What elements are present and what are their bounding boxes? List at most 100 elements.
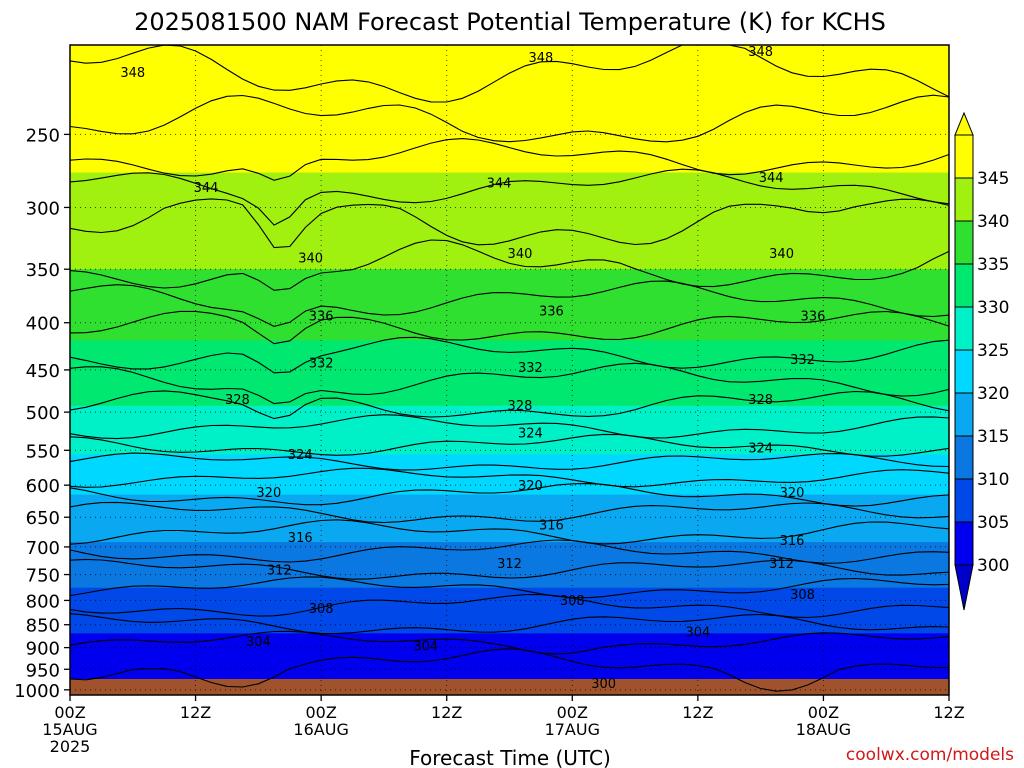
colorbar-swatch-345 <box>954 134 974 179</box>
colorbar-swatch-305 <box>954 478 974 523</box>
x-tick-year: 2025 <box>50 737 91 756</box>
colorbar-label-300: 300 <box>977 556 1009 576</box>
contour-326 <box>69 433 950 457</box>
colorbar-label-310: 310 <box>977 470 1009 490</box>
contour-label-300: 300 <box>591 677 616 692</box>
contour-label-312: 312 <box>497 557 522 572</box>
contour-label-320: 320 <box>518 479 543 494</box>
y-axis: 2503003504004505005506006507007508008509… <box>14 125 70 702</box>
contour-308 <box>69 594 950 619</box>
contour-label-348: 348 <box>748 45 773 60</box>
contour-label-332: 332 <box>309 357 334 372</box>
contour-label-324: 324 <box>288 448 313 463</box>
x-tick-label: 12Z <box>933 703 964 722</box>
contour-334 <box>69 336 950 374</box>
y-tick-label-750: 750 <box>26 566 60 587</box>
contour-label-344: 344 <box>759 171 784 186</box>
y-tick-label-600: 600 <box>26 476 60 497</box>
contour-324 <box>69 452 950 471</box>
x-tick-label: 00Z <box>557 703 588 722</box>
contour-label-312: 312 <box>769 557 794 572</box>
contour-310 <box>69 576 950 599</box>
colorbar-label-335: 335 <box>977 255 1009 275</box>
colorbar-label-340: 340 <box>977 212 1009 232</box>
x-tick-label: 00Z <box>305 703 336 722</box>
colorbar: 300 305 310 315 320 325 330 335 340 345 <box>954 111 1009 611</box>
x-tick-date: 18AUG <box>796 720 851 739</box>
y-tick-label-700: 700 <box>26 538 60 559</box>
colorbar-label-305: 305 <box>977 513 1009 533</box>
x-tick-label: 00Z <box>808 703 839 722</box>
contour-328 <box>69 414 950 440</box>
contour-label-308: 308 <box>560 594 585 609</box>
x-tick-label: 12Z <box>180 703 211 722</box>
contour-label-328: 328 <box>508 399 533 414</box>
contour-label-316: 316 <box>288 531 313 546</box>
contour-330 <box>69 390 950 420</box>
contour-316 <box>69 519 950 545</box>
ground-surface <box>70 679 949 695</box>
x-tick-label: 12Z <box>431 703 462 722</box>
contour-342 <box>69 198 950 249</box>
x-tick-label: 12Z <box>682 703 713 722</box>
contour-label-336: 336 <box>801 310 826 325</box>
colorbar-label-315: 315 <box>977 427 1009 447</box>
y-tick-label-950: 950 <box>26 660 60 681</box>
colorbar-label-345: 345 <box>977 169 1009 189</box>
colorbar-swatch-335 <box>954 220 974 265</box>
contour-label-332: 332 <box>518 361 543 376</box>
contour-label-344: 344 <box>487 177 512 192</box>
contour-320 <box>69 483 950 507</box>
x-axis-label: Forecast Time (UTC) <box>409 746 611 768</box>
colorbar-swatch-300 <box>954 521 974 566</box>
x-tick-date: 16AUG <box>293 720 348 739</box>
colorbar-swatch-320 <box>954 349 974 394</box>
colorbar-label-325: 325 <box>977 341 1009 361</box>
contour-304 <box>69 630 950 655</box>
contour-label-348: 348 <box>528 51 553 66</box>
contour-348 <box>69 94 950 143</box>
contour-label-340: 340 <box>298 252 323 267</box>
contour-label-328: 328 <box>748 393 773 408</box>
colorbar-swatch-330 <box>954 263 974 308</box>
contour-label-348: 348 <box>120 66 145 81</box>
y-tick-label-350: 350 <box>26 260 60 281</box>
contour-label-320: 320 <box>256 486 281 501</box>
y-tick-label-400: 400 <box>26 314 60 335</box>
contour-label-316: 316 <box>539 519 564 534</box>
contour-350 <box>69 44 950 103</box>
contour-label-340: 340 <box>769 247 794 262</box>
contour-label-316: 316 <box>780 534 805 549</box>
contour-322 <box>69 467 950 488</box>
colorbar-swatch-340 <box>954 177 974 222</box>
contour-label-304: 304 <box>685 626 710 641</box>
fill-band-345 <box>70 45 949 173</box>
y-tick-label-250: 250 <box>26 125 60 146</box>
y-tick-label-850: 850 <box>26 616 60 637</box>
contour-302 <box>69 648 949 692</box>
colorbar-over-arrow <box>954 111 974 136</box>
colorbar-under-arrow <box>954 564 974 611</box>
contour-346 <box>69 138 950 181</box>
y-tick-label-450: 450 <box>26 361 60 382</box>
colorbar-swatch-310 <box>954 435 974 480</box>
colorbar-label-320: 320 <box>977 384 1009 404</box>
x-tick-date: 15AUG <box>42 720 97 739</box>
contour-332 <box>69 362 950 405</box>
contour-label-320: 320 <box>780 486 805 501</box>
colorbar-swatch-315 <box>954 392 974 437</box>
contour-label-336: 336 <box>309 310 334 325</box>
contour-344 <box>69 168 950 226</box>
contour-label-328: 328 <box>225 393 250 408</box>
y-tick-label-800: 800 <box>26 591 60 612</box>
contour-336 <box>69 310 950 345</box>
colorbar-swatch-325 <box>954 306 974 351</box>
contour-318 <box>69 501 950 524</box>
contour-label-308: 308 <box>790 588 815 603</box>
colorbar-label-330: 330 <box>977 298 1009 318</box>
x-tick-date: 17AUG <box>545 720 600 739</box>
x-tick-label: 00Z <box>54 703 85 722</box>
y-tick-label-650: 650 <box>26 508 60 529</box>
